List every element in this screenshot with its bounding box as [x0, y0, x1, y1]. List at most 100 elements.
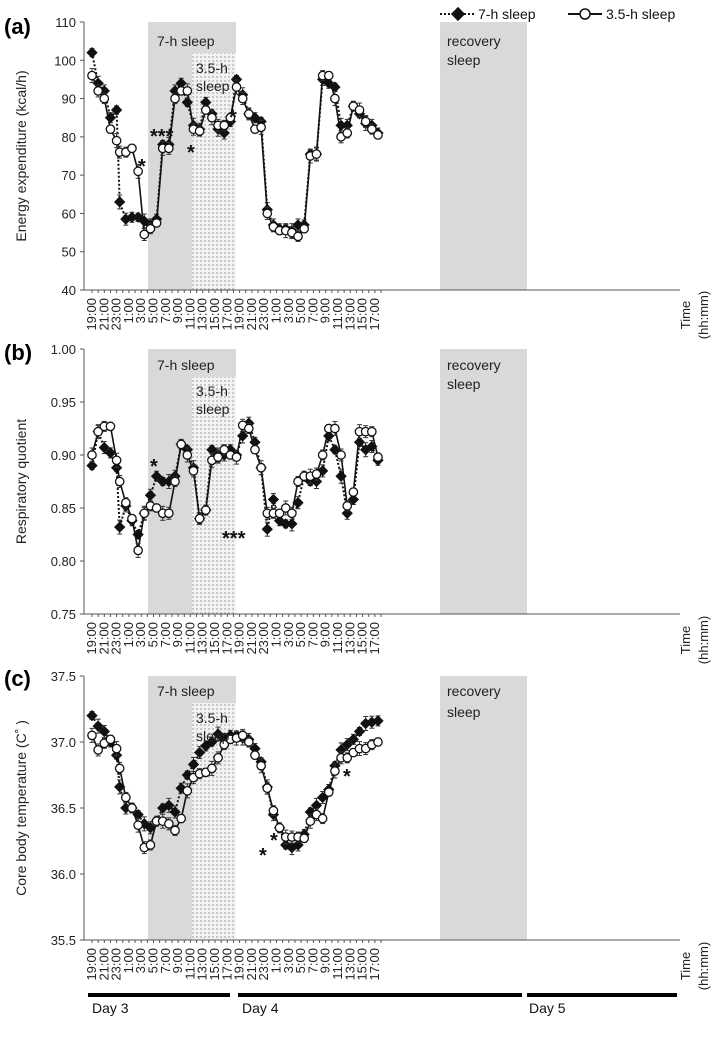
- a-y-tick-label: 110: [55, 15, 76, 30]
- b-x-tick-label: 15:00: [207, 622, 222, 655]
- b-x-tick-label: 11:00: [182, 622, 197, 654]
- c-recovery-label-line1: recovery: [447, 683, 501, 699]
- c-x-tick-label: 21:00: [96, 948, 111, 981]
- c-7h-point: [372, 715, 384, 727]
- a-star-4: *: [229, 107, 237, 129]
- c-7h-point: [193, 746, 206, 759]
- legend-3-5h-marker: [579, 8, 591, 20]
- c-x-tick-label: 23:00: [256, 948, 271, 981]
- a-x-tick-label: 1:00: [121, 298, 136, 323]
- c-7h-point: [335, 744, 347, 756]
- a-recovery-label-line2: sleep: [447, 52, 481, 68]
- c-3-5h-point: [170, 825, 180, 836]
- background-layer: [148, 22, 527, 940]
- b-recovery-label-line1: recovery: [447, 357, 501, 373]
- c-x-tick-label: 17:00: [219, 948, 234, 981]
- a-3-5h-point: [182, 86, 193, 96]
- a-3-5h-point: [231, 82, 242, 92]
- b-y-tick-label: 0.90: [51, 448, 76, 463]
- b-3-5h-point: [243, 423, 254, 434]
- c-3-5h-point: [250, 750, 260, 761]
- a-x-tick-label: 11:00: [330, 298, 345, 330]
- b-x-tick-label: 13:00: [195, 622, 210, 655]
- c-x-tick-label: 15:00: [355, 948, 370, 981]
- b-7h-point: [157, 475, 169, 488]
- b-3-5h-point: [311, 469, 322, 479]
- b-x-tick-label: 13:00: [342, 622, 357, 655]
- c-x-tick-label: 5:00: [146, 948, 161, 973]
- b-3-5h-point: [188, 466, 199, 476]
- a-3-5h-point: [170, 93, 180, 104]
- a-3-5h-point: [200, 105, 211, 115]
- c-x-tick-label: 7:00: [158, 948, 173, 973]
- c-x-tick-label: 19:00: [84, 948, 99, 981]
- axes-layer: 40 50 60 70 80 90 100 110 Energy expenditure (kc…: [13, 15, 711, 990]
- a-3-5h-point: [111, 135, 122, 146]
- a-3-5h-point: [219, 120, 230, 131]
- b-x-tick-label: 1:00: [121, 622, 136, 647]
- a-7h-point: [114, 196, 126, 208]
- a-x-tick-label: 3:00: [281, 298, 296, 323]
- c-x-tick-label: 9:00: [318, 948, 333, 973]
- b-3-5h-point: [182, 450, 193, 460]
- c-x-tick-label: 3:00: [133, 948, 148, 973]
- b-3-5h-label-line2: sleep: [196, 401, 230, 417]
- a-3-5h-point: [139, 229, 150, 240]
- c-3-5h-point: [176, 813, 187, 824]
- a-y-tick-label: 60: [62, 206, 76, 221]
- b-y-tick-label: 0.80: [51, 554, 76, 569]
- a-star-2: ***: [150, 126, 174, 148]
- a-y-tick-label: 90: [62, 92, 76, 107]
- b-x-tick-label: 5:00: [293, 622, 308, 647]
- b-x-tick-label: 19:00: [84, 622, 99, 655]
- panel-letter-c: (c): [4, 666, 31, 691]
- a-3-5h-point: [87, 70, 97, 81]
- a-x-tick-label: 7:00: [305, 298, 320, 323]
- c-y-tick-label: 35.5: [51, 933, 76, 948]
- legend-7h-marker: [450, 6, 466, 22]
- b-3-5h-point: [317, 450, 328, 460]
- c-x-tick-label: 15:00: [207, 948, 222, 981]
- b-3-5h-point: [330, 423, 340, 434]
- c-x-tick-label: 11:00: [330, 948, 345, 980]
- c-3-5h-point: [164, 818, 174, 829]
- a-3-5h-point: [194, 126, 205, 136]
- b-x-tick-label: 11:00: [330, 622, 345, 654]
- c-3-5h-label-line2: sleep: [196, 728, 230, 744]
- a-x-tick-label: 9:00: [318, 298, 333, 323]
- b-x-tick-label: 17:00: [367, 622, 382, 655]
- b-7h-point: [353, 436, 366, 448]
- a-3-5h-point: [225, 112, 236, 123]
- c-7h-point: [310, 799, 323, 812]
- b-recovery-sleep-window: [440, 349, 527, 614]
- c-x-tick-label: 11:00: [182, 948, 197, 980]
- c-7h-point: [212, 728, 224, 740]
- a-x-tick-label: 17:00: [367, 298, 382, 331]
- c-time-unit-label: (hh:mm): [696, 942, 711, 990]
- legend-7h-label: 7-h sleep: [478, 6, 536, 22]
- b-3-5h-point: [280, 503, 291, 513]
- b-3-5h-point: [231, 452, 242, 462]
- a-3-5h-label-line1: 3.5-h: [196, 60, 228, 76]
- c-3-5h-point: [237, 730, 248, 741]
- c-x-tick-label: 13:00: [195, 948, 210, 981]
- c-x-tick-label: 19:00: [232, 948, 247, 981]
- a-time-unit-label: (hh:mm): [696, 291, 711, 339]
- c-3-5h-point: [330, 766, 340, 776]
- b-3-5h-point: [133, 545, 143, 556]
- day-3-label: Day 3: [92, 1000, 129, 1016]
- a-3-5h-point: [323, 70, 334, 81]
- c-3-5h-point: [182, 785, 193, 796]
- b-y-axis-title: Respiratory quotient: [13, 419, 29, 544]
- a-3-5h-sleep-window: [192, 53, 236, 290]
- c-x-tick-label: 1:00: [121, 948, 136, 973]
- a-y-axis-title: Energy expenditure (kcal/h): [13, 70, 29, 241]
- b-7h-point: [280, 518, 292, 530]
- c-7h-point: [341, 738, 353, 751]
- significance-markers: * *** * * * *** * * *: [138, 107, 351, 867]
- b-3-5h-point: [200, 505, 211, 515]
- b-3-5h-point: [114, 476, 125, 487]
- a-3-5h-point: [133, 166, 143, 177]
- a-3-5h-point: [293, 231, 303, 242]
- b-7h-point: [267, 493, 280, 506]
